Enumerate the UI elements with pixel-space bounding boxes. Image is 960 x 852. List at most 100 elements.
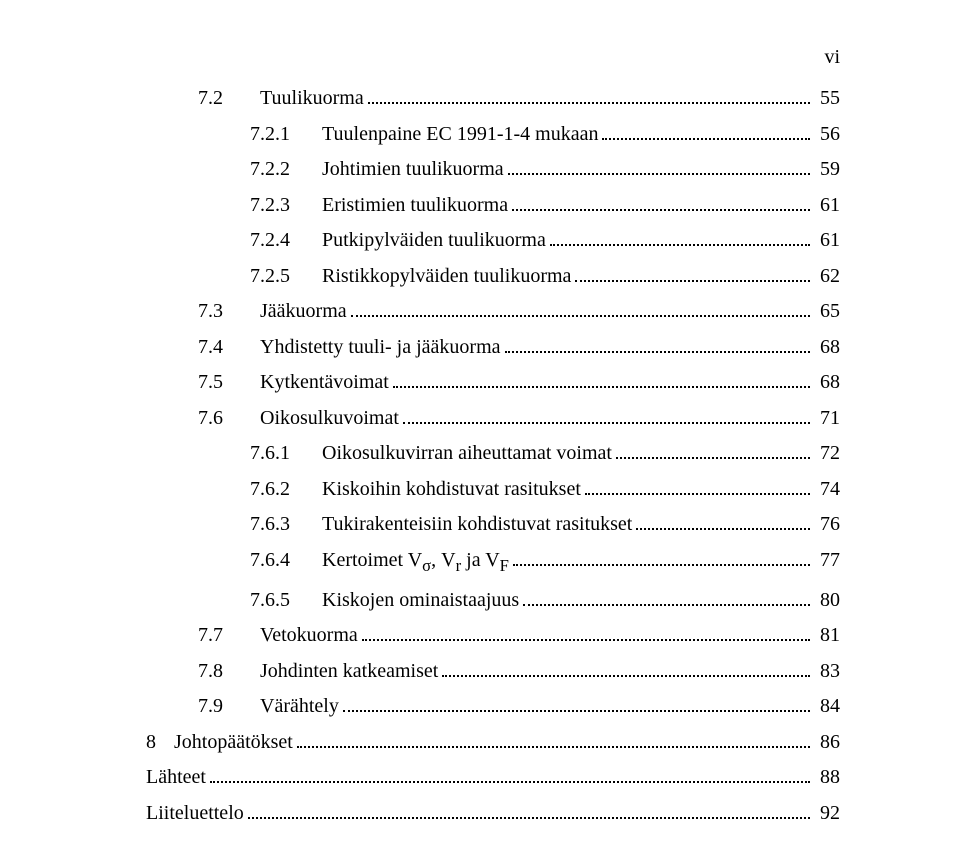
toc-dot-leader [513,553,810,566]
toc-entry-number: 7.2.2 [250,159,322,179]
toc-entry-number: 7.9 [198,696,260,716]
toc-entry-page: 77 [814,550,840,570]
toc-entry-page: 68 [814,337,840,357]
toc-row: 7.2.1Tuulenpaine EC 1991-1-4 mukaan 56 [250,124,840,144]
toc-dot-leader [636,517,810,530]
toc-entry-page: 55 [814,88,840,108]
toc-entry-title: Jääkuorma [260,301,347,321]
toc-row: 7.6.1Oikosulkuvirran aiheuttamat voimat 7… [250,443,840,463]
toc-entry-number: 7.2.3 [250,195,322,215]
toc-entry-number: 7.6.4 [250,550,322,570]
toc-entry-number: 7.8 [198,661,260,681]
toc-entry-page: 81 [814,625,840,645]
toc-row: 8Johtopäätökset86 [146,732,840,752]
toc-entry-page: 56 [814,124,840,144]
toc-dot-leader [550,233,810,246]
toc-row: 7.9Värähtely 84 [198,696,840,716]
toc-entry-page: 65 [814,301,840,321]
toc-dot-leader [442,664,810,677]
toc-dot-leader [602,127,810,140]
toc-entry-title: Johtimien tuulikuorma [322,159,504,179]
toc-entry-page: 92 [814,803,840,823]
toc-entry-number: 7.2.1 [250,124,322,144]
toc-row: 7.6.2Kiskoihin kohdistuvat rasitukset 74 [250,479,840,499]
toc-dot-leader [616,446,810,459]
toc-row: 7.3Jääkuorma 65 [198,301,840,321]
toc-row: 7.2.4Putkipylväiden tuulikuorma 61 [250,230,840,250]
toc-dot-leader [210,770,810,783]
toc-entry-page: 61 [814,230,840,250]
toc-entry-title: Liiteluettelo [146,803,244,823]
toc-dot-leader [297,735,810,748]
toc-row: Lähteet88 [146,767,840,787]
toc-row: 7.8Johdinten katkeamiset83 [198,661,840,681]
toc-dot-leader [403,411,810,424]
toc-entry-number: 7.2.4 [250,230,322,250]
toc-entry-number: 7.6.3 [250,514,322,534]
toc-entry-number: 7.2.5 [250,266,322,286]
toc-dot-leader [393,375,810,388]
toc-entry-title: Lähteet [146,767,206,787]
toc-entry-number: 7.6.5 [250,590,322,610]
toc-entry-page: 68 [814,372,840,392]
toc-entry-title: Oikosulkuvoimat [260,408,399,428]
toc-entry-page: 62 [814,266,840,286]
toc-dot-leader [505,340,811,353]
toc-entry-page: 59 [814,159,840,179]
toc-entry-number: 7.6 [198,408,260,428]
toc-entry-title: Oikosulkuvirran aiheuttamat voimat [322,443,612,463]
toc-dot-leader [508,162,810,175]
table-of-contents: 7.2Tuulikuorma 55 7.2.1Tuulenpaine EC 1991… [146,88,840,823]
toc-entry-page: 61 [814,195,840,215]
toc-row: 7.7Vetokuorma81 [198,625,840,645]
toc-dot-leader [575,269,810,282]
toc-entry-page: 84 [814,696,840,716]
toc-dot-leader [248,806,810,819]
toc-entry-title: Kytkentävoimat [260,372,389,392]
toc-entry-number: 7.5 [198,372,260,392]
toc-entry-page: 71 [814,408,840,428]
toc-row: 7.5Kytkentävoimat 68 [198,372,840,392]
toc-row: Liiteluettelo 92 [146,803,840,823]
toc-dot-leader [585,482,810,495]
toc-dot-leader [351,304,810,317]
toc-row: 7.4Yhdistetty tuuli- ja jääkuorma 68 [198,337,840,357]
toc-row: 7.2.3Eristimien tuulikuorma 61 [250,195,840,215]
toc-entry-title: Johtopäätökset [174,732,293,752]
toc-entry-title: Tuulikuorma [260,88,364,108]
toc-entry-number: 7.4 [198,337,260,357]
toc-dot-leader [523,593,810,606]
toc-entry-number: 7.2 [198,88,260,108]
toc-entry-page: 74 [814,479,840,499]
toc-entry-page: 76 [814,514,840,534]
toc-entry-title: Kiskoihin kohdistuvat rasitukset [322,479,581,499]
toc-entry-page: 72 [814,443,840,463]
toc-entry-title: Eristimien tuulikuorma [322,195,508,215]
toc-entry-title: Kiskojen ominaistaajuus [322,590,519,610]
toc-row: 7.6Oikosulkuvoimat 71 [198,408,840,428]
toc-entry-number: 7.3 [198,301,260,321]
toc-entry-title: Yhdistetty tuuli- ja jääkuorma [260,337,501,357]
toc-row: 7.2.2Johtimien tuulikuorma 59 [250,159,840,179]
toc-entry-page: 83 [814,661,840,681]
toc-dot-leader [368,91,810,104]
toc-entry-number: 7.6.2 [250,479,322,499]
toc-entry-number: 7.6.1 [250,443,322,463]
toc-entry-title: Värähtely [260,696,339,716]
toc-row: 7.6.5Kiskojen ominaistaajuus 80 [250,590,840,610]
toc-row: 7.6.4Kertoimet Vσ, Vr ja VF 77 [250,550,840,575]
toc-entry-title: Ristikkopylväiden tuulikuorma [322,266,571,286]
toc-page: vi 7.2Tuulikuorma 55 7.2.1Tuulenpaine EC 1… [0,0,960,852]
page-number: vi [824,46,840,69]
toc-row: 7.2Tuulikuorma 55 [198,88,840,108]
toc-entry-page: 80 [814,590,840,610]
toc-entry-title: Putkipylväiden tuulikuorma [322,230,546,250]
toc-dot-leader [343,699,810,712]
toc-entry-number: 8 [146,732,174,752]
toc-entry-title: Vetokuorma [260,625,358,645]
toc-entry-title: Tuulenpaine EC 1991-1-4 mukaan [322,124,598,144]
toc-dot-leader [362,628,810,641]
toc-row: 7.2.5Ristikkopylväiden tuulikuorma 62 [250,266,840,286]
toc-entry-title: Tukirakenteisiin kohdistuvat rasitukset [322,514,632,534]
toc-entry-title: Kertoimet Vσ, Vr ja VF [322,550,509,575]
